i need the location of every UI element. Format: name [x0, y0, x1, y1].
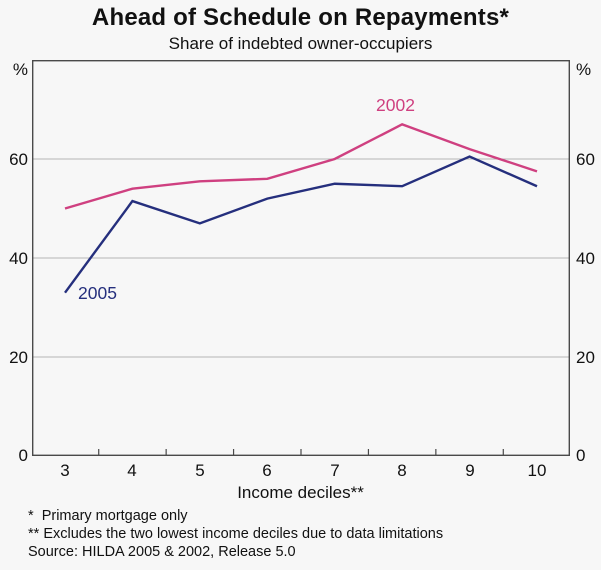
y-tick-label: 60 — [9, 150, 28, 169]
x-tick-label: 3 — [60, 461, 70, 480]
y-tick-label: 20 — [576, 348, 595, 367]
x-axis-title: Income deciles** — [237, 483, 364, 502]
y-axis-unit-left: % — [12, 60, 28, 79]
footnotes: * Primary mortgage only ** Excludes the … — [28, 507, 443, 561]
line-chart — [32, 60, 570, 456]
series-line-2005 — [64, 155, 538, 294]
y-tick-label: 20 — [9, 348, 28, 367]
plot-area — [32, 60, 570, 456]
footnote-2: ** Excludes the two lowest income decile… — [28, 526, 444, 542]
plot-frame — [32, 60, 570, 456]
chart-subtitle: Share of indebted owner-occupiers — [168, 34, 433, 53]
y-tick-label: 0 — [18, 446, 28, 465]
y-tick-label: 40 — [9, 249, 28, 268]
series-label-2002: 2002 — [376, 95, 415, 115]
y-axis-unit-right: % — [576, 60, 592, 79]
y-tick-label: 0 — [576, 446, 586, 465]
x-tick-label: 10 — [527, 461, 547, 480]
y-tick-label: 60 — [576, 150, 595, 169]
x-tick-label: 9 — [465, 461, 475, 480]
y-tick-label: 40 — [576, 249, 595, 268]
series-line-2002 — [64, 123, 538, 210]
x-tick-label: 5 — [195, 461, 205, 480]
footnote-1: * Primary mortgage only — [28, 508, 188, 524]
x-tick-label: 7 — [330, 461, 340, 480]
x-tick-label: 4 — [127, 461, 137, 480]
footnote-source: Source: HILDA 2005 & 2002, Release 5.0 — [28, 544, 296, 560]
series-label-2005: 2005 — [78, 283, 117, 303]
x-tick-label: 6 — [262, 461, 272, 480]
x-tick-label: 8 — [397, 461, 407, 480]
chart-title: Ahead of Schedule on Repayments* — [91, 4, 510, 31]
